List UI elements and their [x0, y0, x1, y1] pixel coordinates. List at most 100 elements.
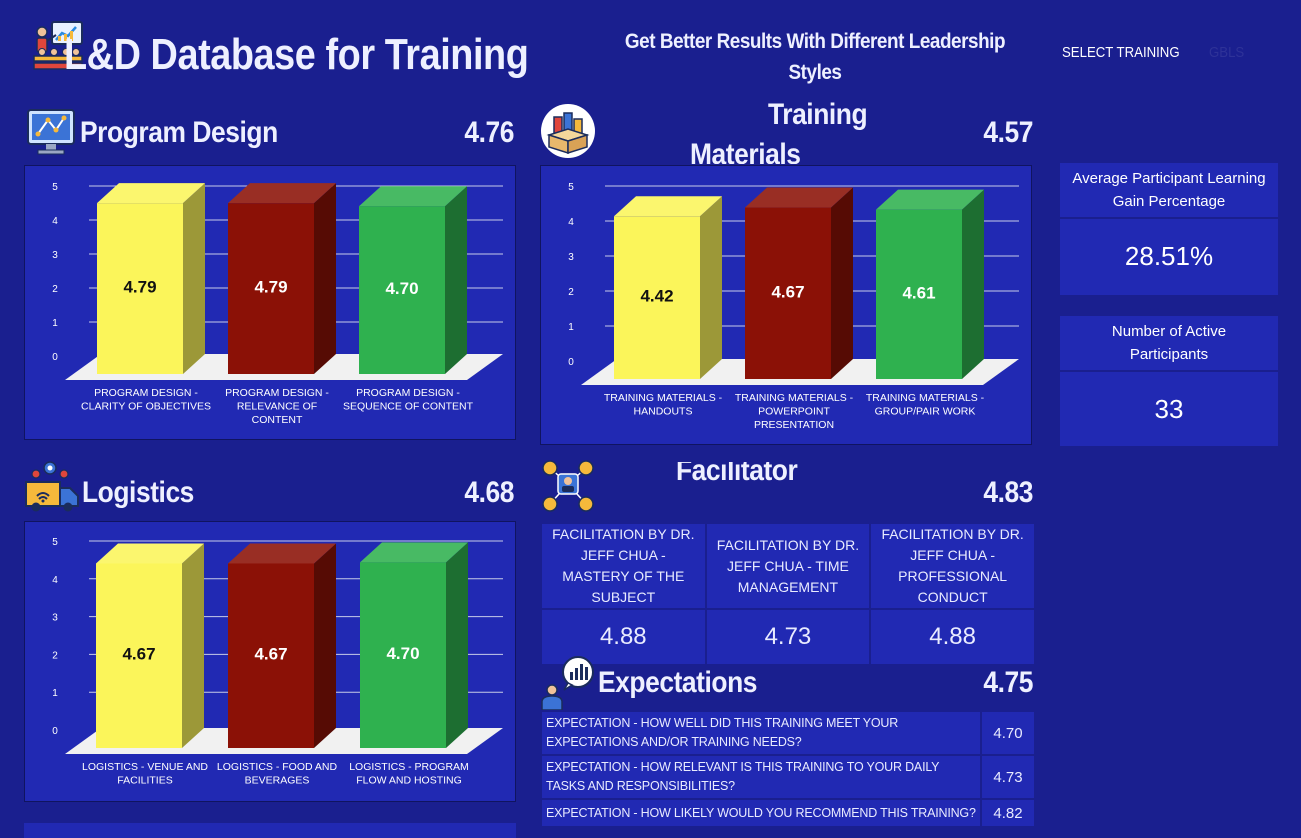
lg-data-label-2: 4.67 — [254, 645, 287, 664]
chart-speech-icon — [541, 656, 594, 711]
pd-data-label-2: 4.79 — [254, 278, 287, 297]
program-design-title: Program Design — [80, 116, 278, 149]
lg-ytick: 0 — [52, 726, 58, 737]
lg-bar-1 — [96, 563, 182, 748]
pd-bar-top-2 — [228, 183, 336, 204]
expectation-value-2: 4.73 — [980, 754, 1036, 800]
tm-bar-side-1 — [700, 196, 722, 379]
lg-ytick: 3 — [52, 613, 58, 624]
lg-data-label-3: 4.70 — [386, 644, 419, 663]
active-participants-value: 33 — [1154, 394, 1184, 424]
pd-data-label-3: 4.70 — [385, 279, 418, 298]
expectation-question-3: EXPECTATION - HOW LIKELY WOULD YOU RECOM… — [540, 798, 982, 828]
logistics-chart: 0 1 2 3 4 5 4.67 LOGISTICS - VENUE AND FACILITIE… — [24, 521, 516, 802]
presenter-chart-icon — [33, 21, 83, 70]
tm-data-label-2: 4.67 — [771, 282, 804, 301]
tm-category-label-3: TRAINING MATERIALS -GROUP/PAIR WORK — [866, 392, 985, 418]
tm-bar-top-1 — [614, 196, 722, 217]
learning-gain-card: Average Participant Learning Gain Percen… — [1060, 163, 1278, 295]
pd-bar-top-3 — [359, 186, 467, 207]
tm-ytick: 1 — [568, 322, 574, 333]
facilitator-criterion-3: FACILITATION BY DR. JEFF CHUA - PROFESSI… — [869, 522, 1036, 610]
pd-bar-side-2 — [314, 183, 336, 374]
program-design-chart: 0 1 2 3 4 5 4.79 PROGRAM DESIGN -CLARITY OF OBJ… — [24, 165, 516, 440]
lg-data-label-1: 4.67 — [122, 645, 155, 664]
active-participants-label: Number of Active Participants — [1060, 316, 1278, 372]
expectations-table: EXPECTATION - HOW WELL DID THIS TRAINING… — [540, 710, 1036, 828]
lg-ytick: 5 — [52, 537, 58, 548]
facilitator-value-3: 4.88 — [869, 608, 1036, 666]
pd-category-label-1: PROGRAM DESIGN -CLARITY OF OBJECTIVES — [81, 387, 211, 413]
pd-data-label-1: 4.79 — [123, 278, 156, 297]
tm-ytick: 4 — [568, 217, 574, 228]
pd-ytick: 2 — [52, 284, 58, 295]
active-participants-card: Number of Active Participants 33 — [1060, 316, 1278, 446]
pd-bar-top-1 — [97, 183, 205, 204]
expectations-title: Expectations — [598, 666, 758, 699]
bottom-strip — [24, 823, 516, 838]
tm-category-label-2: TRAINING MATERIALS -POWERPOINT PRESENTATI… — [735, 392, 854, 431]
lg-category-label-1: LOGISTICS - VENUE AND FACILITIES — [82, 761, 208, 787]
logistics-title: Logistics — [82, 476, 194, 509]
tm-bar-side-2 — [831, 187, 853, 379]
lg-category-label-2: LOGISTICS - FOOD AND BEVERAGES — [217, 761, 338, 787]
expectation-question-2: EXPECTATION - HOW RELEVANT IS THIS TRAIN… — [540, 754, 982, 800]
facilitator-criterion-2: FACILITATION BY DR. JEFF CHUA - TIME MAN… — [704, 522, 872, 610]
pd-ytick: 0 — [52, 352, 58, 363]
tm-category-label-1: TRAINING MATERIALS -HANDOUTS — [604, 392, 723, 418]
tm-bar-side-3 — [962, 189, 984, 379]
tm-ytick: 0 — [568, 357, 574, 368]
lg-bar-side-3 — [446, 542, 468, 748]
lg-ytick: 4 — [52, 575, 58, 586]
tm-data-label-1: 4.42 — [640, 287, 673, 306]
pd-category-label-2: PROGRAM DESIGN -RELEVANCE OF CONTENT — [225, 387, 329, 426]
expectation-value-3: 4.82 — [980, 798, 1036, 828]
expectation-question-1: EXPECTATION - HOW WELL DID THIS TRAINING… — [540, 710, 982, 756]
facilitator-title: Facilitator — [676, 462, 798, 487]
page-subtitle: Get Better Results With Different Leader… — [624, 30, 1006, 84]
training-materials-chart: 0 1 2 3 4 5 4.42 TRAINING MATERIALS -HANDOUTS 4.… — [540, 165, 1032, 445]
tm-ytick: 2 — [568, 287, 574, 298]
learning-gain-label: Average Participant Learning Gain Percen… — [1060, 163, 1278, 219]
lg-category-label-3: LOGISTICS - PROGRAM FLOW AND HOSTING — [349, 761, 469, 787]
facilitator-table: FACILITATION BY DR. JEFF CHUA - MASTERY … — [540, 522, 1036, 666]
tm-ytick: 3 — [568, 252, 574, 263]
select-training-label: SELECT TRAINING — [1062, 44, 1180, 61]
lg-bar-2 — [228, 563, 314, 748]
design-monitor-icon — [27, 109, 75, 155]
tm-ytick: 5 — [568, 182, 574, 193]
tm-bar-top-2 — [745, 187, 853, 208]
logistics-score: 4.68 — [464, 476, 514, 509]
lg-bar-side-1 — [182, 543, 204, 748]
tm-data-label-3: 4.61 — [902, 283, 935, 302]
tm-bar-1 — [614, 216, 700, 379]
materials-box-icon — [541, 104, 595, 158]
learning-gain-value: 28.51% — [1124, 241, 1214, 271]
pd-bar-3 — [359, 206, 445, 374]
select-training-dropdown[interactable]: GBLS — [1209, 44, 1245, 61]
tm-bar-top-3 — [876, 189, 984, 210]
pd-ytick: 3 — [52, 250, 58, 261]
tm-bar-2 — [745, 207, 831, 379]
pd-ytick: 1 — [52, 318, 58, 329]
team-network-icon — [542, 460, 594, 512]
expectation-value-1: 4.70 — [980, 710, 1036, 756]
tm-bar-3 — [876, 209, 962, 379]
lg-bar-top-3 — [360, 542, 468, 563]
delivery-truck-icon — [25, 461, 79, 512]
facilitator-score: 4.83 — [983, 476, 1033, 509]
pd-bar-side-3 — [445, 186, 467, 374]
lg-ytick: 2 — [52, 650, 58, 661]
training-materials-score: 4.57 — [983, 116, 1033, 149]
facilitator-value-1: 4.88 — [540, 608, 707, 666]
lg-ytick: 1 — [52, 688, 58, 699]
pd-category-label-3: PROGRAM DESIGN -SEQUENCE OF CONTENT — [343, 387, 474, 413]
training-materials-title-line2: Materials — [690, 138, 801, 164]
pd-bar-side-1 — [183, 183, 205, 374]
pd-bar-2 — [228, 203, 314, 374]
lg-bar-top-1 — [96, 543, 204, 564]
training-materials-title-line1: Training — [768, 98, 868, 131]
pd-ytick: 5 — [52, 182, 58, 193]
facilitator-criterion-1: FACILITATION BY DR. JEFF CHUA - MASTERY … — [540, 522, 707, 610]
lg-bar-side-2 — [314, 543, 336, 748]
